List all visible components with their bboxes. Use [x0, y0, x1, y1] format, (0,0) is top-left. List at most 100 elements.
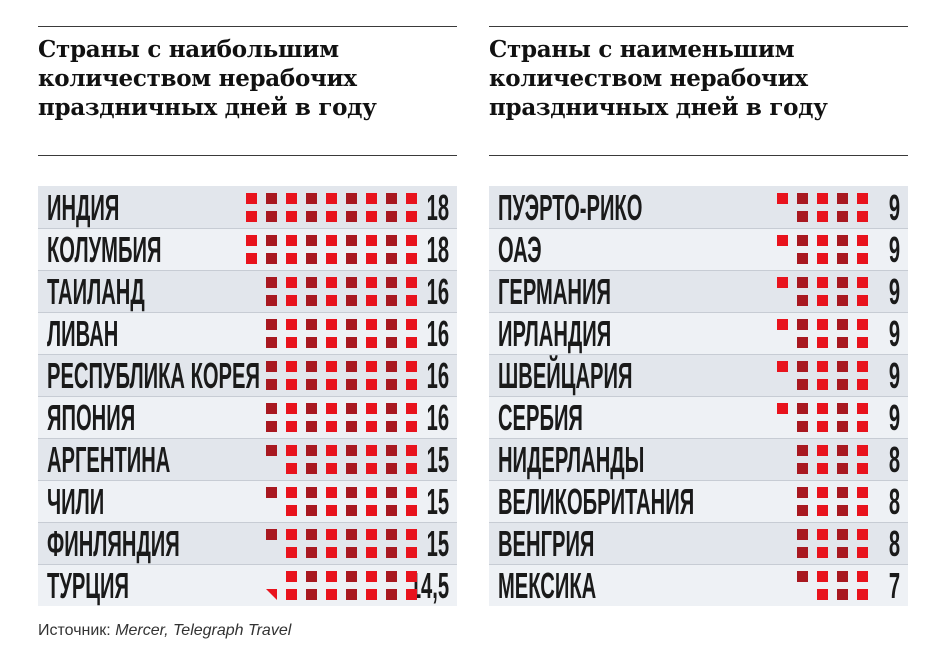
day-square: [286, 529, 297, 540]
day-square: [797, 277, 808, 288]
day-square: [366, 571, 377, 582]
value-label: 9: [888, 229, 900, 270]
day-square: [386, 403, 397, 414]
country-label: КОЛУМБИЯ: [47, 229, 162, 270]
day-square: [857, 337, 868, 348]
day-square: [386, 445, 397, 456]
day-square: [386, 487, 397, 498]
square-pictogram: [797, 445, 868, 474]
day-square: [346, 361, 357, 372]
day-square: [817, 193, 828, 204]
day-square: [857, 505, 868, 516]
country-label: МЕКСИКА: [498, 565, 597, 606]
day-square: [346, 445, 357, 456]
table-row: МЕКСИКА 7: [489, 564, 908, 606]
day-square: [326, 445, 337, 456]
day-square: [246, 193, 257, 204]
day-square: [797, 235, 808, 246]
day-square: [386, 463, 397, 474]
day-square: [366, 547, 377, 558]
day-square: [837, 529, 848, 540]
day-square: [366, 361, 377, 372]
day-square: [306, 547, 317, 558]
day-square: [857, 547, 868, 558]
day-square: [857, 529, 868, 540]
day-square: [386, 193, 397, 204]
half-day-square: [266, 589, 277, 600]
table-row: ПУЭРТО-РИКО 9: [489, 186, 908, 228]
day-square: [857, 193, 868, 204]
day-square: [386, 547, 397, 558]
day-square: [286, 235, 297, 246]
bottom-rule: [38, 155, 457, 156]
chart-body: ПУЭРТО-РИКО 9 ОАЭ 9 ГЕРМАНИЯ 9 ИРЛАНДИЯ 9 ШВЕЙЦА…: [489, 186, 908, 606]
day-square: [326, 529, 337, 540]
day-square: [306, 379, 317, 390]
day-square: [817, 547, 828, 558]
day-square: [817, 487, 828, 498]
value-label: 15: [426, 523, 449, 564]
day-square: [837, 337, 848, 348]
day-square: [346, 505, 357, 516]
day-square: [266, 193, 277, 204]
row-divider: [489, 522, 908, 523]
day-square: [797, 421, 808, 432]
top-rule: [38, 26, 457, 27]
day-square: [286, 463, 297, 474]
day-square: [837, 211, 848, 222]
source-note: Источник: Mercer, Telegraph Travel: [38, 622, 291, 640]
day-square: [797, 547, 808, 558]
day-square: [266, 403, 277, 414]
square-pictogram: [246, 193, 417, 222]
value-label: 16: [426, 397, 449, 438]
day-square: [797, 193, 808, 204]
day-square: [797, 319, 808, 330]
day-square: [266, 445, 277, 456]
day-square: [346, 295, 357, 306]
day-square: [777, 277, 788, 288]
day-square: [366, 463, 377, 474]
row-divider: [489, 438, 908, 439]
day-square: [386, 319, 397, 330]
day-square: [777, 403, 788, 414]
day-square: [266, 211, 277, 222]
country-label: АРГЕНТИНА: [47, 439, 171, 480]
day-square: [366, 211, 377, 222]
day-square: [346, 487, 357, 498]
day-square: [817, 589, 828, 600]
country-label: ЯПОНИЯ: [47, 397, 136, 438]
day-square: [366, 295, 377, 306]
day-square: [857, 589, 868, 600]
day-square: [306, 505, 317, 516]
value-label: 9: [888, 313, 900, 354]
day-square: [346, 547, 357, 558]
day-square: [817, 421, 828, 432]
value-label: 15: [426, 439, 449, 480]
day-square: [346, 571, 357, 582]
square-pictogram: [266, 361, 417, 390]
day-square: [817, 379, 828, 390]
square-pictogram: [266, 445, 417, 474]
day-square: [797, 379, 808, 390]
value-label: 8: [888, 523, 900, 564]
day-square: [386, 361, 397, 372]
day-square: [797, 505, 808, 516]
row-divider: [38, 312, 457, 313]
row-divider: [38, 396, 457, 397]
row-divider: [489, 270, 908, 271]
day-square: [366, 235, 377, 246]
value-label: 8: [888, 439, 900, 480]
day-square: [346, 421, 357, 432]
row-divider: [489, 228, 908, 229]
day-square: [306, 445, 317, 456]
day-square: [266, 337, 277, 348]
row-divider: [489, 564, 908, 565]
day-square: [326, 211, 337, 222]
value-label: 15: [426, 481, 449, 522]
chart-body: ИНДИЯ 18 КОЛУМБИЯ 18 ТАИЛАНД 16 ЛИВАН 16 РЕСПУБЛ…: [38, 186, 457, 606]
day-square: [797, 571, 808, 582]
table-row: ИНДИЯ 18: [38, 186, 457, 228]
country-label: ЧИЛИ: [47, 481, 105, 522]
day-square: [306, 529, 317, 540]
day-square: [837, 547, 848, 558]
